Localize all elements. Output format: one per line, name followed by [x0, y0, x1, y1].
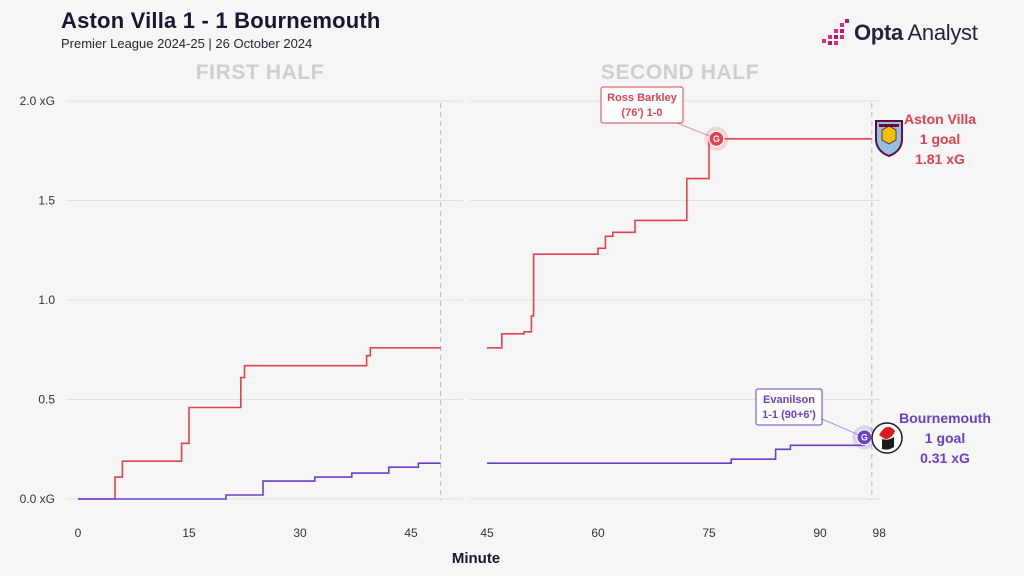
y-tick-label: 2.0 xG — [20, 94, 55, 108]
x-axis-label: Minute — [452, 550, 500, 567]
y-tick-label: 1.0 — [38, 293, 55, 307]
annotation-text: 1-1 (90+6') — [762, 409, 816, 421]
opta-analyst-logo: Opta Analyst — [820, 18, 978, 48]
x-tick-label: 60 — [591, 526, 605, 540]
aston-villa-crest-lion — [881, 125, 897, 145]
annotation-text: (76') 1-0 — [621, 107, 662, 119]
y-tick-label: 1.5 — [38, 194, 55, 208]
aston-villa-crest-bar — [879, 124, 899, 127]
goal-marker-letter: G — [861, 433, 868, 443]
x-tick-label: 90 — [813, 526, 827, 540]
bournemouth-second-half-line — [487, 437, 866, 464]
y-tick-label: 0.5 — [38, 393, 55, 407]
aston-villa-xg-label: 1.81 xG — [915, 151, 965, 167]
bournemouth-first-half-line — [78, 462, 441, 500]
annotation-leader — [821, 418, 865, 438]
y-tick-label: 0.0 xG — [20, 492, 55, 506]
first-half-label: FIRST HALF — [196, 61, 324, 84]
aston-villa-first-half-line — [78, 347, 441, 500]
aston-villa-name-label: Aston Villa — [904, 111, 976, 127]
bournemouth-crest-head — [879, 426, 895, 439]
x-tick-label: 30 — [293, 526, 307, 540]
aston-villa-goals-label: 1 goal — [920, 131, 960, 147]
bournemouth-xg-label: 0.31 xG — [920, 450, 970, 466]
annotation-text: Ross Barkley — [607, 92, 678, 104]
page-title: Aston Villa 1 - 1 Bournemouth — [61, 8, 381, 33]
annotation-leader — [676, 122, 717, 140]
annotation-box — [600, 86, 684, 124]
x-tick-label: 0 — [75, 526, 82, 540]
x-tick-label: 98 — [873, 526, 887, 540]
bournemouth-crest-body — [882, 437, 894, 450]
x-tick-label: 15 — [182, 526, 196, 540]
annotation-box — [755, 388, 823, 426]
bournemouth-name-label: Bournemouth — [899, 410, 991, 426]
x-tick-label: 45 — [404, 526, 418, 540]
annotation-text: Evanilson — [763, 394, 815, 406]
x-tick-label: 75 — [702, 526, 716, 540]
second-half-label: SECOND HALF — [601, 61, 759, 84]
brand-name: Opta Analyst — [854, 20, 978, 45]
bournemouth-goals-label: 1 goal — [925, 430, 965, 446]
x-tick-label: 45 — [480, 526, 494, 540]
opta-logo-icon — [822, 19, 849, 45]
aston-villa-second-half-line — [487, 138, 872, 349]
page-subtitle: Premier League 2024-25 | 26 October 2024 — [61, 36, 313, 51]
goal-marker-letter: G — [713, 134, 720, 144]
